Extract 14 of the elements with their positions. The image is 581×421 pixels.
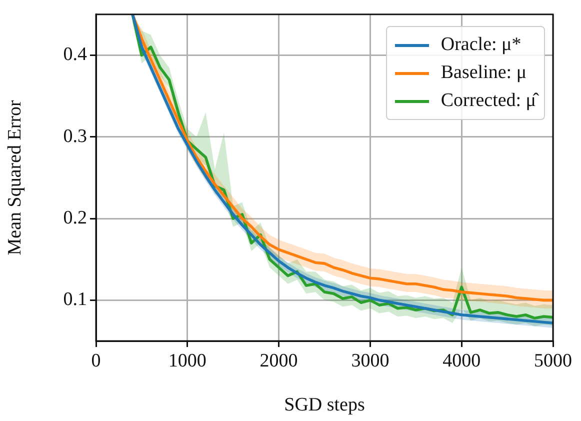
x-tick-label: 5000	[534, 350, 572, 372]
legend-label: Oracle: μ*	[440, 34, 522, 56]
x-tick-label: 1000	[168, 350, 206, 372]
y-axis-title: Mean Squared Error	[4, 99, 26, 256]
x-tick-label: 4000	[442, 350, 481, 372]
x-tick-label: 3000	[351, 350, 390, 372]
x-axis-title: SGD steps	[284, 394, 365, 416]
legend-label: Baseline: μ	[440, 62, 527, 84]
y-tick-label: 0.2	[63, 208, 87, 229]
y-tick-label: 0.3	[63, 126, 87, 147]
x-tick-label: 0	[91, 350, 101, 372]
y-tick-label: 0.4	[63, 44, 88, 66]
y-tick-label: 0.1	[63, 289, 87, 310]
x-tick-label: 2000	[260, 350, 298, 372]
